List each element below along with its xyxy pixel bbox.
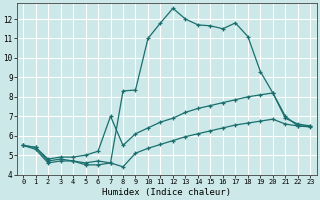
X-axis label: Humidex (Indice chaleur): Humidex (Indice chaleur) bbox=[102, 188, 231, 197]
